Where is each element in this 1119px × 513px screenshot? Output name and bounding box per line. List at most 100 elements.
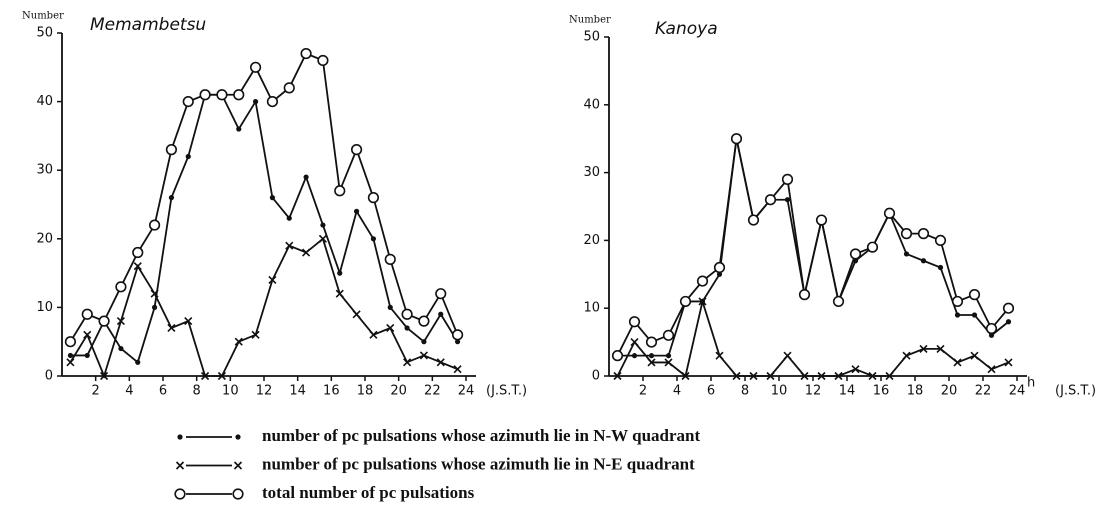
dot-marker (370, 236, 377, 242)
cross-marker (150, 289, 159, 298)
cross-marker (783, 351, 792, 360)
cross-marker (167, 323, 176, 333)
circle-marker (713, 261, 726, 274)
series-line (69, 237, 458, 379)
dot-marker (1005, 319, 1012, 325)
y-tick-label: 0 (45, 369, 53, 384)
cross-marker (335, 289, 344, 298)
cross-marker (834, 371, 843, 381)
cross-marker (919, 344, 928, 353)
cross-marker (116, 317, 125, 326)
dot-marker (971, 312, 978, 318)
circle-marker (81, 308, 93, 320)
cross-marker (613, 371, 622, 381)
cross-marker (66, 358, 75, 367)
dot-marker (235, 434, 241, 440)
circle-marker (968, 289, 981, 301)
x-tick-label: 16 (873, 384, 890, 399)
dot-marker (421, 339, 427, 345)
y-tick-label: 40 (583, 97, 600, 112)
x-tick-label: 6 (707, 384, 715, 399)
dot-marker (438, 311, 444, 317)
circle-marker (628, 316, 641, 328)
chart-title: Kanoya (655, 19, 718, 39)
x-tick-label: 22 (424, 384, 441, 399)
cross-marker (369, 330, 378, 339)
series-line (70, 93, 459, 364)
cross-marker (175, 461, 185, 470)
legend-label: number of pc pulsations whose azimuth li… (262, 454, 695, 473)
circle-marker (233, 89, 245, 101)
circle-marker (174, 488, 186, 500)
cross-marker (217, 371, 226, 381)
cross-marker (851, 365, 860, 374)
dot-marker (648, 353, 655, 359)
circle-marker (401, 308, 413, 320)
circle-marker (730, 133, 743, 145)
circle-marker (115, 281, 127, 293)
circle-marker (132, 246, 144, 259)
cross-marker (419, 351, 428, 360)
dot-marker (954, 312, 961, 318)
x-tick-label: 2 (639, 384, 647, 399)
circle-marker (815, 214, 828, 226)
cross-marker (100, 371, 109, 381)
x-tick-label: 4 (125, 384, 133, 399)
circle-marker (883, 207, 896, 219)
x-tick-label: 8 (193, 384, 201, 399)
cross-marker (681, 371, 690, 381)
dot-marker (988, 332, 995, 338)
cross-marker (647, 358, 656, 367)
dot-marker (286, 215, 292, 221)
x-tick-label: 6 (159, 384, 167, 399)
circle-marker (985, 322, 998, 335)
circle-marker (781, 173, 794, 185)
cross-marker (987, 365, 996, 374)
circle-marker (384, 253, 396, 265)
y-axis-label: Number (569, 15, 611, 26)
x-tick-label: 20 (390, 384, 407, 399)
y-tick-label: 20 (36, 231, 53, 246)
dot-marker (320, 222, 326, 228)
dot-marker (67, 352, 74, 359)
series-line (69, 52, 459, 343)
x-tick-label: 18 (907, 384, 924, 399)
cross-marker (715, 351, 724, 360)
x-tick-label: 10 (222, 384, 239, 399)
cross-marker (953, 358, 962, 367)
circle-marker (798, 289, 811, 301)
circle-marker (249, 61, 262, 73)
dot-marker (151, 304, 158, 310)
legend-label: number of pc pulsations whose azimuth li… (262, 426, 700, 445)
x-tick-label: 22 (975, 384, 992, 399)
y-tick-label: 50 (583, 30, 600, 45)
circle-marker (266, 95, 279, 108)
cross-marker (403, 358, 412, 367)
y-tick-label: 50 (36, 26, 53, 41)
x-tick-label: 24 (1009, 384, 1026, 399)
y-tick-label: 30 (583, 165, 600, 180)
cross-marker (936, 344, 945, 353)
circle-marker (917, 228, 930, 240)
cross-marker (766, 371, 775, 381)
dot-marker (269, 195, 276, 201)
circle-marker (832, 295, 845, 308)
circle-marker (98, 315, 110, 327)
x-tick-label: 18 (357, 384, 374, 399)
circle-marker (367, 192, 380, 204)
cross-marker (698, 297, 707, 306)
y-tick-label: 20 (583, 233, 600, 248)
cross-marker (302, 248, 311, 257)
cross-marker (1004, 358, 1013, 367)
dot-marker (353, 208, 360, 214)
cross-marker (318, 234, 327, 243)
legend-label: total number of pc pulsations (262, 483, 475, 502)
y-tick-label: 10 (36, 300, 53, 315)
cross-marker (83, 330, 92, 339)
circle-marker (900, 228, 913, 240)
circle-marker (849, 248, 862, 260)
circle-marker (645, 336, 658, 348)
series-line (616, 138, 1010, 357)
circle-marker (611, 350, 624, 362)
